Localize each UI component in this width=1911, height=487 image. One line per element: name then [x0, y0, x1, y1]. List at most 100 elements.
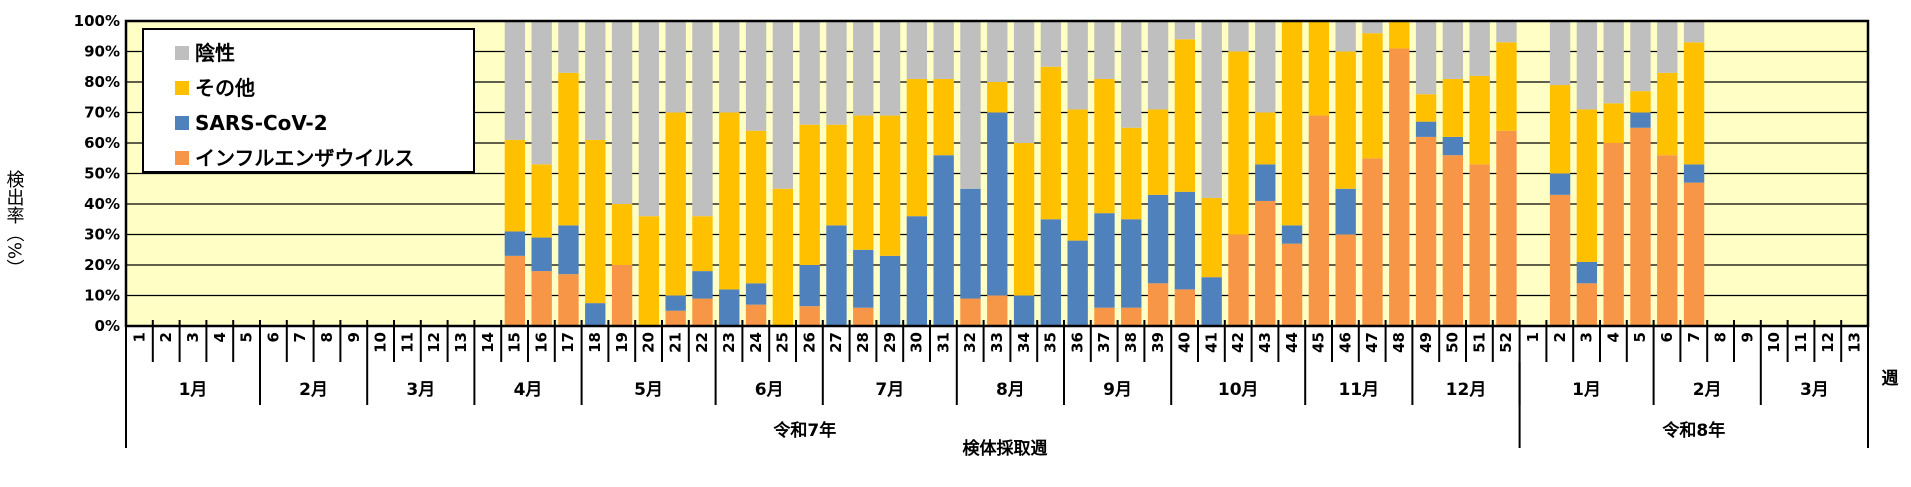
y-axis-tick-labels: 0% 10% 20% 30% 40% 50% 60% 70% 80% 90% 100% [74, 12, 120, 335]
bar-segment-influenza [799, 306, 820, 326]
week-label: 21 [666, 332, 684, 353]
bar-segment-sars-cov-2 [826, 225, 847, 326]
week-label: 44 [1283, 332, 1301, 353]
y-tick-label: 40% [84, 195, 120, 213]
bar-segment-negative [1147, 21, 1169, 110]
week-label: 33 [988, 332, 1006, 353]
bar-segment-other [1201, 197, 1222, 278]
week-label: 16 [532, 332, 550, 353]
y-tick-label: 50% [84, 165, 120, 183]
bar-segment-influenza [1255, 200, 1276, 326]
bar-segment-sars-cov-2 [853, 249, 874, 308]
bar-segment-sars-cov-2 [1201, 277, 1222, 326]
bar-segment-influenza [1630, 127, 1651, 326]
bar-segment-sars-cov-2 [1630, 112, 1651, 128]
bar-segment-sars-cov-2 [879, 255, 901, 326]
week-label: 9 [1738, 332, 1756, 342]
week-label: 8 [1712, 332, 1730, 342]
week-label: 9 [345, 332, 363, 342]
bar-segment-other [1308, 21, 1330, 116]
bar-segment-sars-cov-2 [558, 225, 579, 275]
week-label: 19 [613, 332, 631, 353]
plot-border [124, 19, 1870, 328]
week-label: 10 [372, 332, 390, 353]
bar-segment-sars-cov-2 [1255, 164, 1276, 201]
bar-segment-negative [504, 21, 526, 140]
week-label: 4 [1604, 332, 1622, 342]
x-axis-title: 検体採取週 [963, 438, 1048, 459]
bar-segment-other [531, 164, 552, 238]
bar-segment-other [1576, 109, 1598, 262]
year-label: 令和8年 [1662, 420, 1725, 441]
week-unit-label: 週 [1882, 369, 1899, 389]
bar-segment-other [906, 78, 928, 217]
bar-segment-negative [1549, 21, 1571, 86]
bar-segment-negative [772, 21, 794, 189]
week-label: 12 [425, 332, 443, 353]
bar-segment-sars-cov-2 [933, 155, 954, 326]
bar-segment-other [933, 78, 954, 156]
bar-segment-other [1255, 112, 1276, 165]
week-label: 43 [1256, 332, 1274, 353]
week-label: 7 [291, 332, 309, 342]
bar-segment-sars-cov-2 [1683, 164, 1705, 183]
week-label: 31 [934, 332, 952, 353]
month-label: 1月 [179, 380, 208, 400]
bar-segment-influenza [692, 298, 713, 326]
bar-segment-sars-cov-2 [585, 303, 606, 326]
week-label: 28 [854, 332, 872, 353]
y-tick-label: 90% [84, 43, 120, 61]
y-tick-label: 10% [84, 287, 120, 305]
week-label: 2 [1551, 332, 1569, 342]
bar-segment-influenza [987, 295, 1008, 326]
bar-segment-sars-cov-2 [1576, 261, 1598, 284]
y-tick-label: 30% [84, 226, 120, 244]
bar-segment-influenza [1228, 234, 1249, 326]
bars [504, 21, 1705, 326]
bar-segment-other [558, 72, 579, 226]
bar-segment-sars-cov-2 [1013, 295, 1035, 326]
week-label: 6 [264, 332, 282, 342]
bar-segment-negative [1442, 21, 1464, 79]
bar-segment-sars-cov-2 [1415, 121, 1437, 137]
bar-segment-sars-cov-2 [692, 271, 713, 299]
y-tick-label: 0% [95, 317, 120, 335]
bar-segment-negative [1683, 21, 1705, 43]
week-label: 49 [1417, 332, 1435, 353]
y-tick-label: 60% [84, 134, 120, 152]
week-label: 4 [211, 332, 229, 342]
week-label: 36 [1068, 332, 1086, 353]
bar-segment-other [1335, 51, 1356, 189]
bar-segment-other [1094, 78, 1115, 214]
week-label: 26 [800, 332, 818, 353]
bar-segment-other [745, 130, 767, 284]
bar-segment-influenza [1094, 307, 1115, 326]
month-label: 7月 [875, 380, 904, 400]
bar-segment-negative [1255, 21, 1276, 113]
bar-segment-negative [1335, 21, 1356, 52]
bar-segment-other [1469, 75, 1490, 165]
bar-segment-influenza [1389, 48, 1410, 326]
week-label: 45 [1310, 332, 1328, 353]
bar-segment-negative [1094, 21, 1115, 79]
bar-segment-other [1362, 33, 1383, 159]
bar-segment-negative [1201, 21, 1222, 198]
bar-segment-sars-cov-2 [745, 283, 767, 305]
bar-segment-negative [1603, 21, 1624, 104]
month-label: 6月 [755, 380, 784, 400]
bar-segment-other [719, 112, 740, 290]
bar-segment-negative [531, 21, 552, 165]
week-label: 10 [1765, 332, 1783, 353]
week-label: 46 [1336, 332, 1354, 353]
week-label: 12 [1819, 332, 1837, 353]
bar-segment-other [1281, 21, 1303, 226]
week-label: 11 [398, 332, 416, 353]
bar-segment-negative [1174, 21, 1196, 40]
y-tick-label: 80% [84, 73, 120, 91]
week-label: 37 [1095, 332, 1113, 353]
legend-label: SARS-CoV-2 [195, 111, 328, 135]
bar-segment-sars-cov-2 [665, 295, 686, 311]
week-label: 7 [1685, 332, 1703, 342]
bar-segment-negative [987, 21, 1008, 82]
bar-segment-sars-cov-2 [1549, 173, 1571, 195]
